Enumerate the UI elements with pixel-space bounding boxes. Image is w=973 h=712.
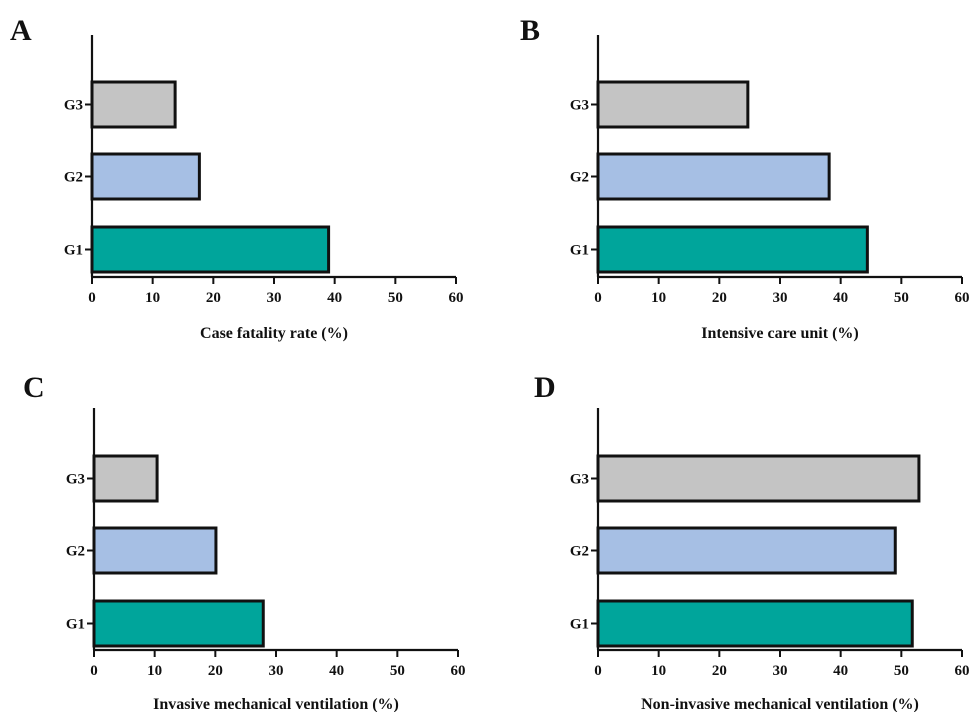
x-tick-label: 60 <box>955 290 970 306</box>
category-label-g1: G1 <box>570 617 589 633</box>
x-tick-label: 0 <box>90 663 98 679</box>
panel-letter-d: D <box>534 371 556 404</box>
x-tick-label: 60 <box>955 663 970 679</box>
x-tick-label: 0 <box>594 290 602 306</box>
bar-g2 <box>596 152 831 201</box>
x-tick-label: 10 <box>651 663 666 679</box>
bar-g3 <box>90 80 177 129</box>
category-label-g3: G3 <box>66 472 85 488</box>
x-axis-title: Case fatality rate (%) <box>200 325 348 342</box>
x-tick-label: 30 <box>269 663 284 679</box>
category-label-g3: G3 <box>570 472 589 488</box>
x-tick-label: 30 <box>773 663 788 679</box>
category-label-g3: G3 <box>64 98 83 114</box>
panel-letter-b: B <box>520 14 540 47</box>
bar-g1 <box>596 225 869 274</box>
bar-g1 <box>90 225 331 274</box>
category-label-g2: G2 <box>570 170 589 186</box>
x-tick-label: 10 <box>147 663 162 679</box>
category-label-g1: G1 <box>570 243 589 259</box>
bar-g1 <box>92 599 265 648</box>
x-tick-label: 0 <box>594 663 602 679</box>
x-axis-title: Invasive mechanical ventilation (%) <box>153 696 399 712</box>
panel-letter-a: A <box>10 14 32 47</box>
x-tick-label: 60 <box>449 290 464 306</box>
x-tick-label: 40 <box>833 290 848 306</box>
bar-g2 <box>596 526 897 575</box>
bar-g1 <box>596 599 914 648</box>
x-tick-label: 20 <box>208 663 223 679</box>
x-axis-title: Intensive care unit (%) <box>701 325 858 342</box>
x-tick-label: 30 <box>773 290 788 306</box>
x-tick-label: 50 <box>894 290 909 306</box>
x-tick-label: 20 <box>712 663 727 679</box>
x-tick-label: 60 <box>451 663 466 679</box>
panel-letter-c: C <box>23 371 45 404</box>
category-label-g1: G1 <box>66 617 85 633</box>
bar-g3 <box>92 454 159 503</box>
category-label-g1: G1 <box>64 243 83 259</box>
category-label-g2: G2 <box>64 170 83 186</box>
x-tick-label: 20 <box>712 290 727 306</box>
x-tick-label: 10 <box>651 290 666 306</box>
x-tick-label: 50 <box>894 663 909 679</box>
x-tick-label: 40 <box>327 290 342 306</box>
x-tick-label: 30 <box>267 290 282 306</box>
x-tick-label: 0 <box>88 290 96 306</box>
bar-g3 <box>596 80 750 129</box>
bar-g2 <box>92 526 218 575</box>
x-tick-label: 40 <box>833 663 848 679</box>
x-axis-title: Non-invasive mechanical ventilation (%) <box>641 696 919 712</box>
x-tick-label: 40 <box>329 663 344 679</box>
category-label-g2: G2 <box>570 544 589 560</box>
x-tick-label: 50 <box>388 290 403 306</box>
x-tick-label: 20 <box>206 290 221 306</box>
bar-g2 <box>90 152 201 201</box>
x-tick-label: 50 <box>390 663 405 679</box>
category-label-g3: G3 <box>570 98 589 114</box>
bar-g3 <box>596 454 921 503</box>
x-tick-label: 10 <box>145 290 160 306</box>
category-label-g2: G2 <box>66 544 85 560</box>
